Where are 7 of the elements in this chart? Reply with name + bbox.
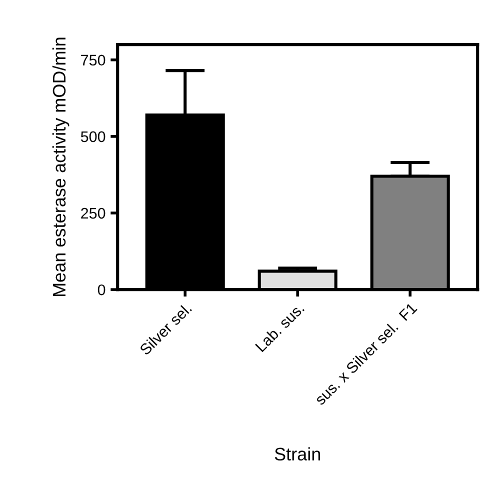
y-tick-label: 250 <box>81 208 106 219</box>
y-axis-title: Mean esterase activity mOD/min <box>52 38 70 296</box>
y-tick-label: 500 <box>80 131 106 142</box>
x-tick-label: Lab. sus. <box>254 302 305 352</box>
y-tick-label: 0 <box>98 284 106 296</box>
x-axis-title: Strain <box>274 447 320 461</box>
y-tick-label: 750 <box>81 54 106 66</box>
